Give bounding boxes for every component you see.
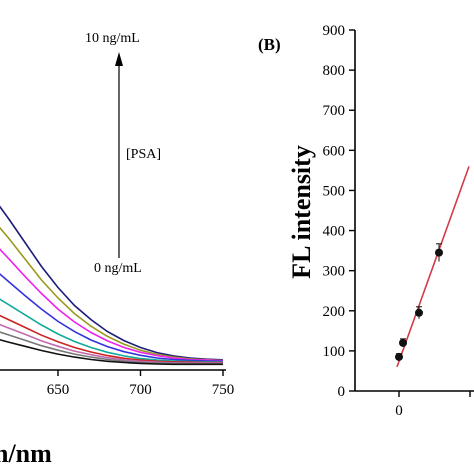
panel-b-y-tick-label: 900 xyxy=(323,23,346,39)
panel-a-x-ticks: 650 700 750 xyxy=(47,370,235,398)
spectrum-line-4 xyxy=(0,273,224,363)
panel-a-x-tick-label: 700 xyxy=(129,382,152,398)
panel-b-y-tick-label: 400 xyxy=(323,224,346,240)
panel-b-label: (B) xyxy=(258,35,281,54)
panel-a-x-axis-label: n/nm xyxy=(0,439,52,468)
panel-b-y-ticks: 0 100 200 300 400 500 600 700 800 900 xyxy=(323,23,355,400)
fit-line-group xyxy=(396,166,470,368)
spectrum-line-3 xyxy=(0,248,224,362)
annotation-top: 10 ng/mL xyxy=(85,31,140,46)
panel-b-y-axis-label: FL intensity xyxy=(287,145,316,279)
panel-b-y-tick-label: 0 xyxy=(338,384,346,400)
panel-b-y-tick-label: 600 xyxy=(323,143,346,159)
panel-b-x-tick-label: 0 xyxy=(395,403,403,419)
spectrum-line-5 xyxy=(0,298,223,363)
spectrum-line-9 xyxy=(0,338,223,366)
panel-b-y-tick-label: 700 xyxy=(323,103,346,119)
annotation-bottom: 0 ng/mL xyxy=(94,261,142,276)
fit-line xyxy=(396,166,470,368)
panel-a-x-tick-label: 650 xyxy=(47,382,70,398)
panel-b-calibration: (B) FL intensity 0 100 200 300 400 500 600 700 8… xyxy=(258,23,474,419)
panel-b-y-tick-label: 500 xyxy=(323,183,346,199)
panel-a-x-tick-label: 750 xyxy=(212,382,235,398)
panel-a-spectra: 650 700 750 n/nm 10 ng/mL [PSA] 0 ng/mL xyxy=(0,31,234,468)
annotation-psa: [PSA] xyxy=(126,147,161,162)
data-point-3 xyxy=(415,308,423,317)
spectrum-line-1 xyxy=(0,205,224,361)
spectrum-line-6 xyxy=(0,314,223,364)
spectra-lines xyxy=(0,205,224,366)
psa-arrow-head xyxy=(115,52,123,66)
spectrum-line-2 xyxy=(0,226,224,362)
panel-b-x-ticks: 0 xyxy=(395,391,471,419)
data-point-2 xyxy=(399,338,407,347)
data-point-4 xyxy=(435,248,443,257)
panel-b-y-tick-label: 800 xyxy=(323,63,346,79)
data-points xyxy=(395,243,443,361)
data-point-1 xyxy=(395,352,403,361)
panel-b-y-tick-label: 200 xyxy=(323,304,346,320)
panel-b-y-tick-label: 300 xyxy=(323,264,346,280)
panel-b-y-tick-label: 100 xyxy=(323,344,346,360)
